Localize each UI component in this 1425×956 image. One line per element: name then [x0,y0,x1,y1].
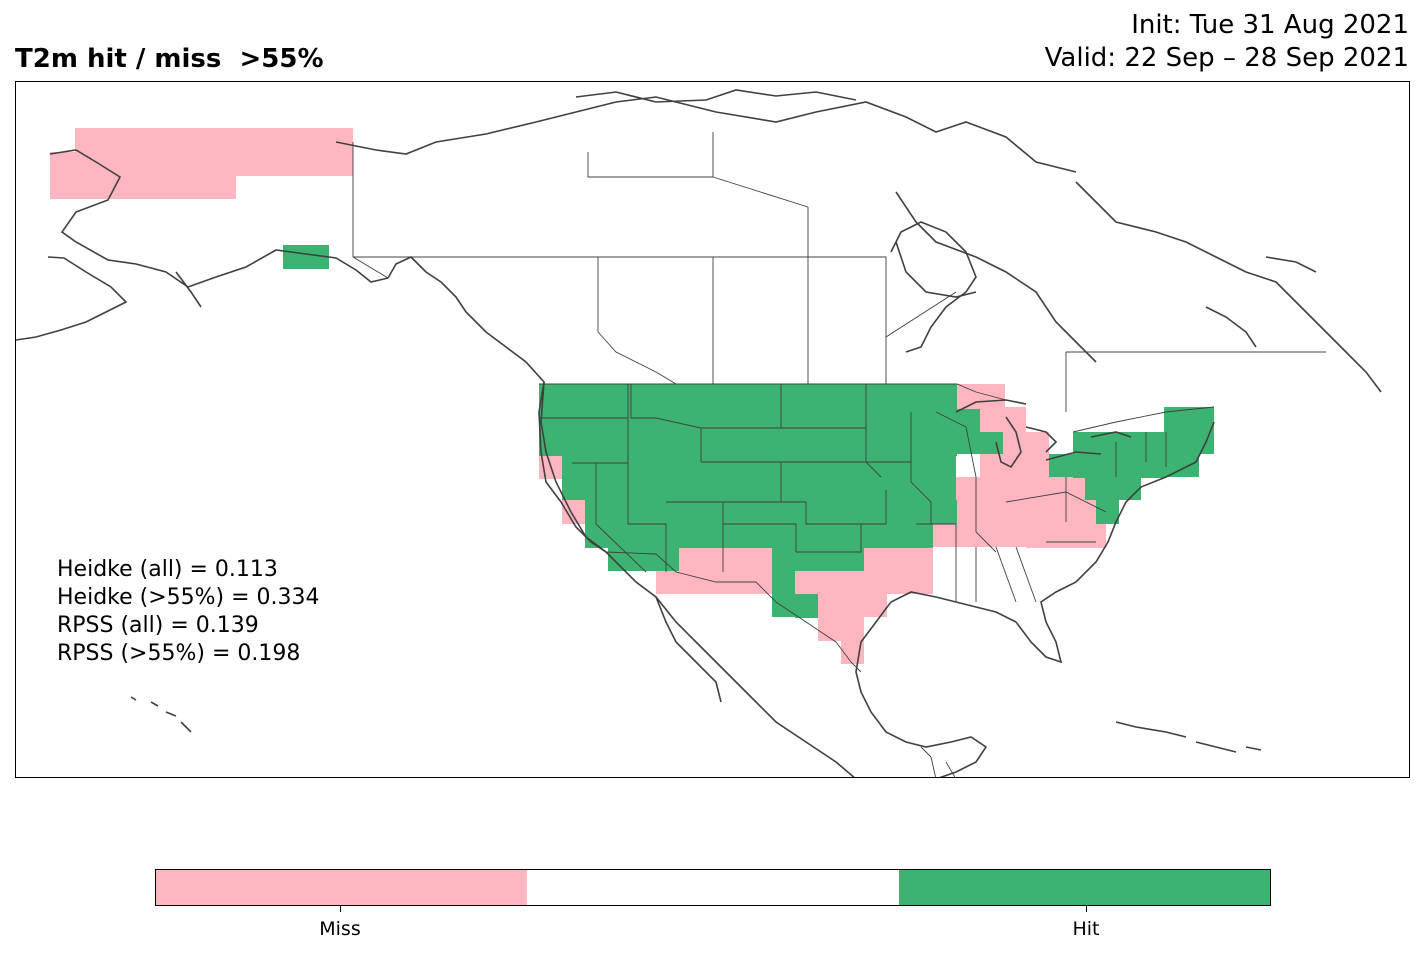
coastlines-and-borders [16,89,1382,777]
heidke-55: Heidke (>55%) = 0.334 [57,585,320,610]
colorbar [155,869,1271,906]
map-panel [15,81,1410,778]
colorbar-neutral-swatch [527,870,899,905]
valid-period: Valid: 22 Sep – 28 Sep 2021 [1044,43,1409,73]
colorbar-tick-hit [1086,906,1087,912]
hit-cells [283,245,1214,618]
init-date: Init: Tue 31 Aug 2021 [1131,10,1409,40]
colorbar-hit-swatch [898,870,1270,905]
north-america-map [16,89,1382,777]
chart-title: T2m hit / miss >55% [15,44,324,74]
colorbar-label-hit: Hit [1072,918,1100,940]
colorbar-tick-miss [340,906,341,912]
rpss-55: RPSS (>55%) = 0.198 [57,641,301,666]
verification-scores: Heidke (all) = 0.113 Heidke (>55%) = 0.3… [57,556,320,668]
colorbar-miss-swatch [156,870,528,905]
colorbar-label-miss: Miss [319,918,361,940]
heidke-all: Heidke (all) = 0.113 [57,557,278,582]
rpss-all: RPSS (all) = 0.139 [57,613,259,638]
political-borders [352,132,1326,777]
